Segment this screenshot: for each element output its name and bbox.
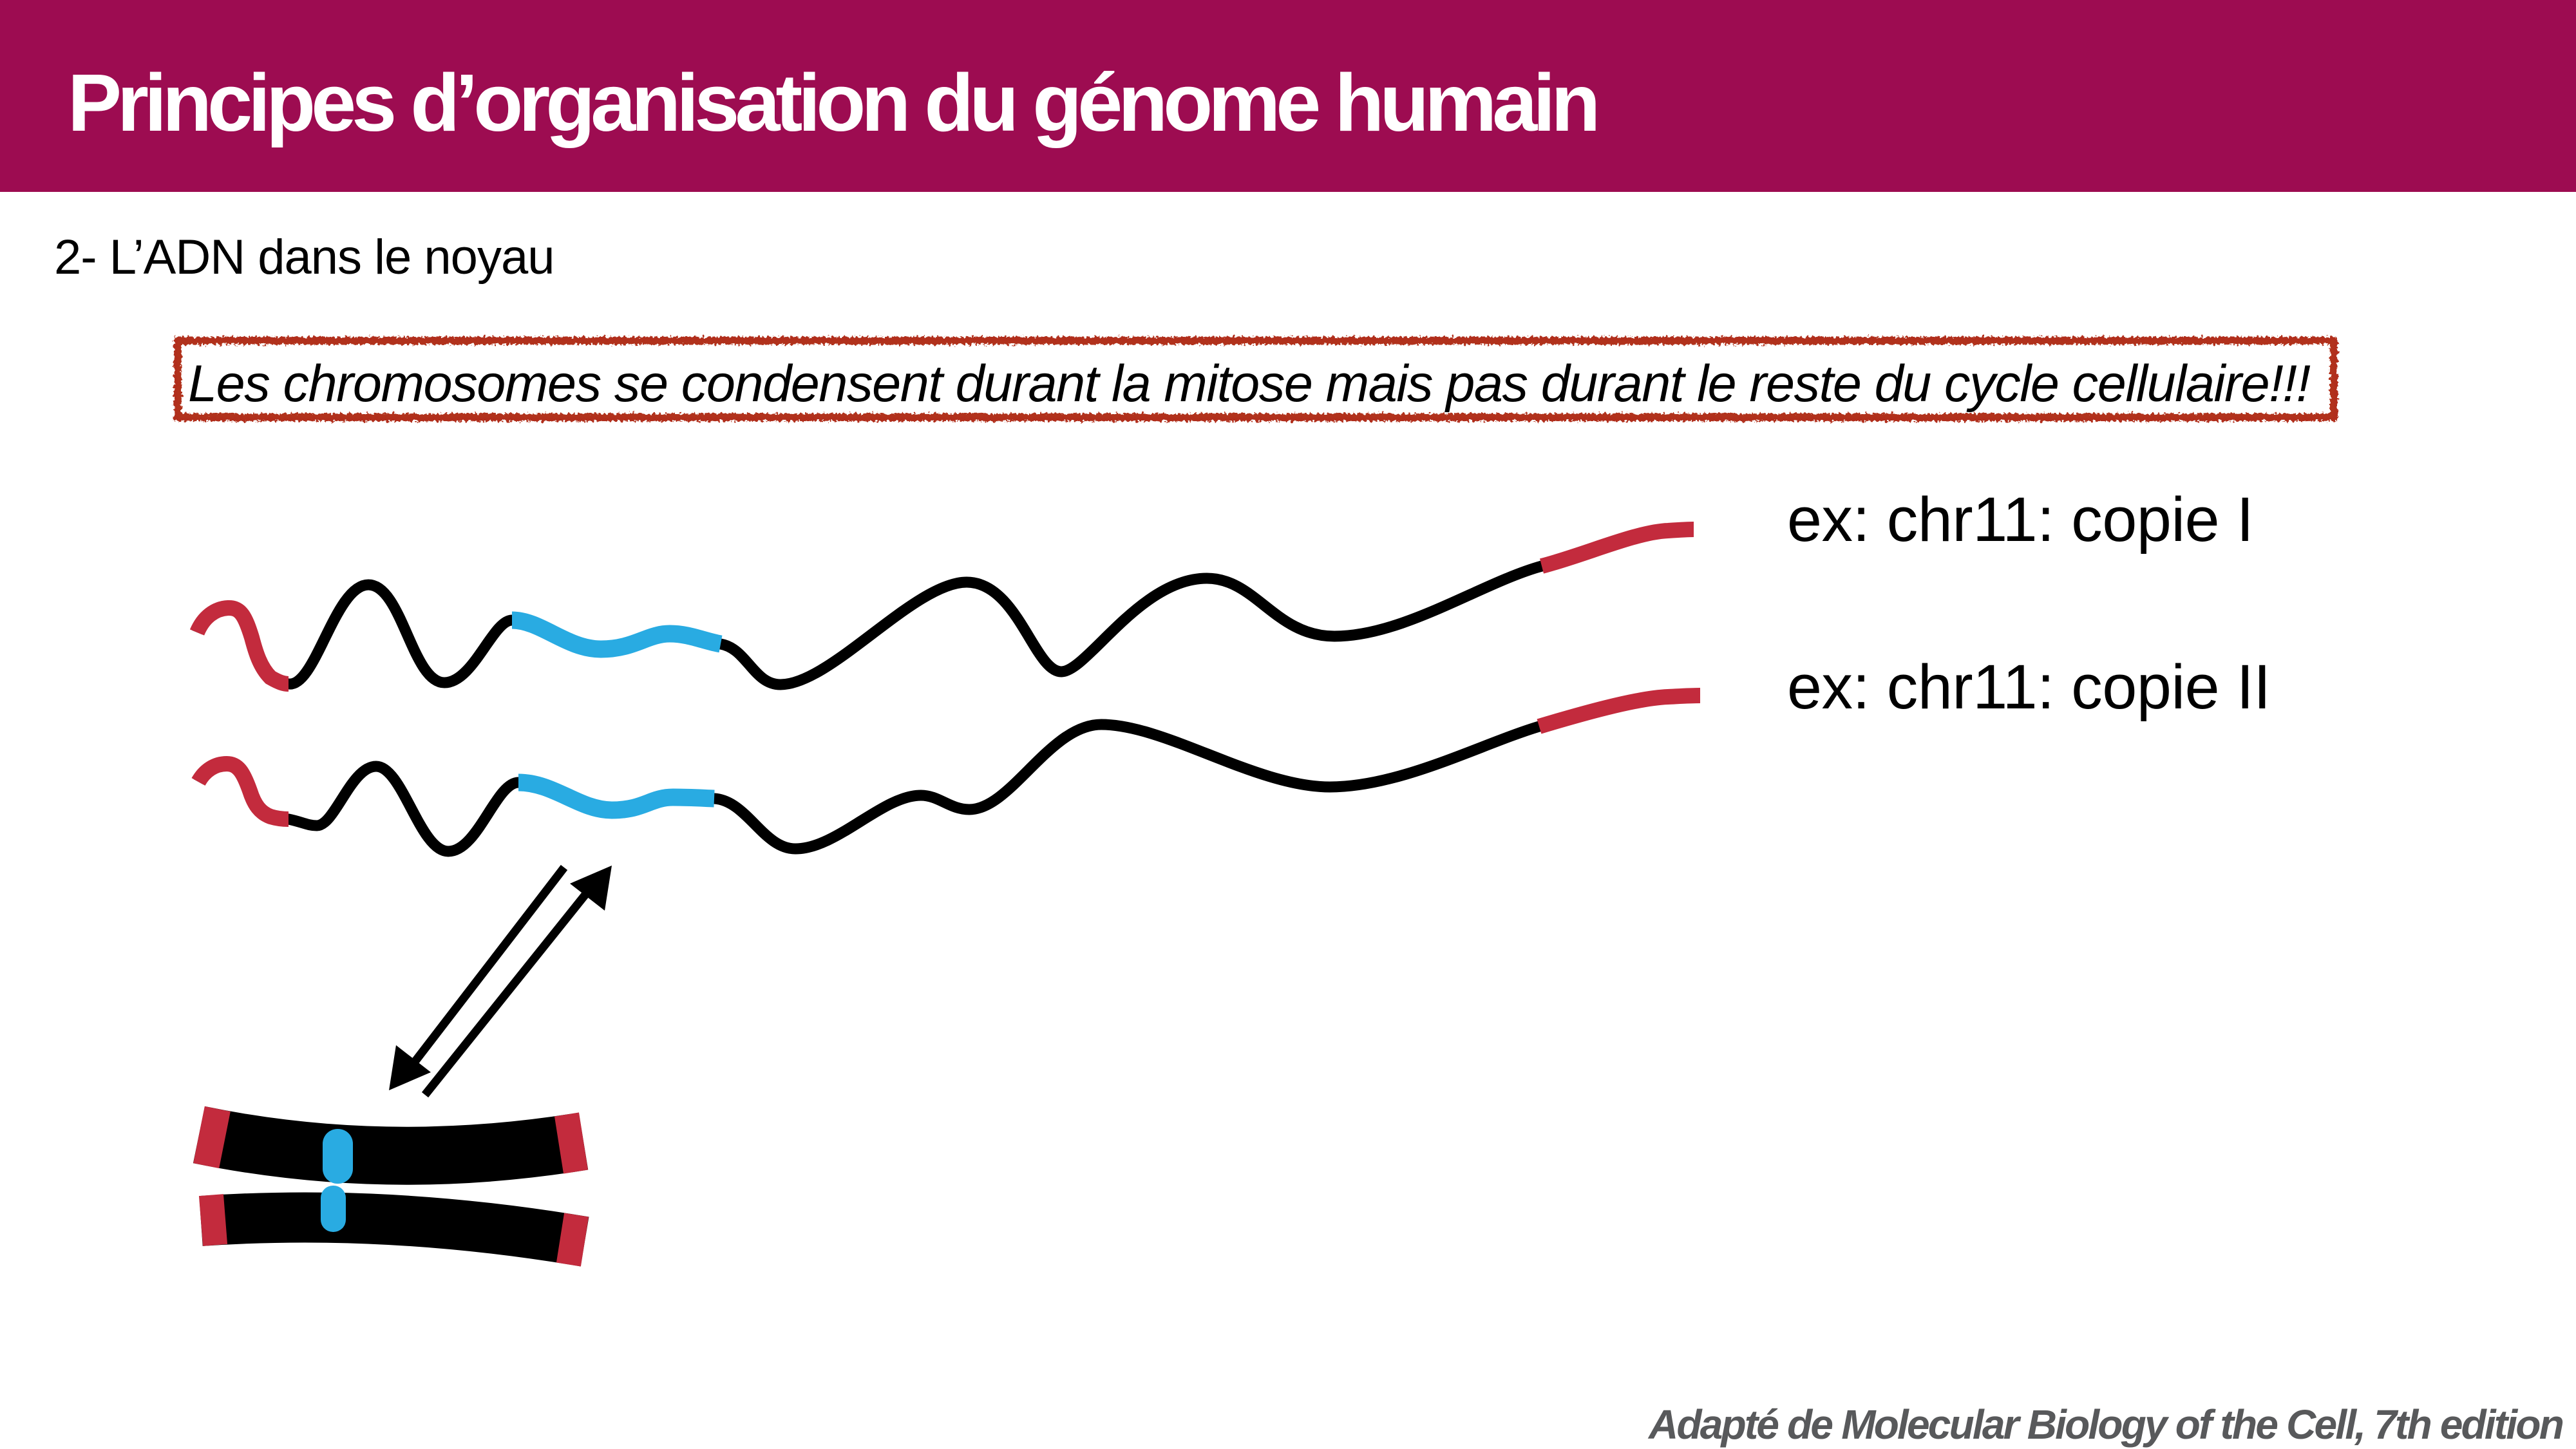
svg-text:ex: chr11: copie II: ex: chr11: copie II [1787, 652, 2271, 722]
svg-text:ex: chr11: copie I: ex: chr11: copie I [1787, 484, 2253, 554]
